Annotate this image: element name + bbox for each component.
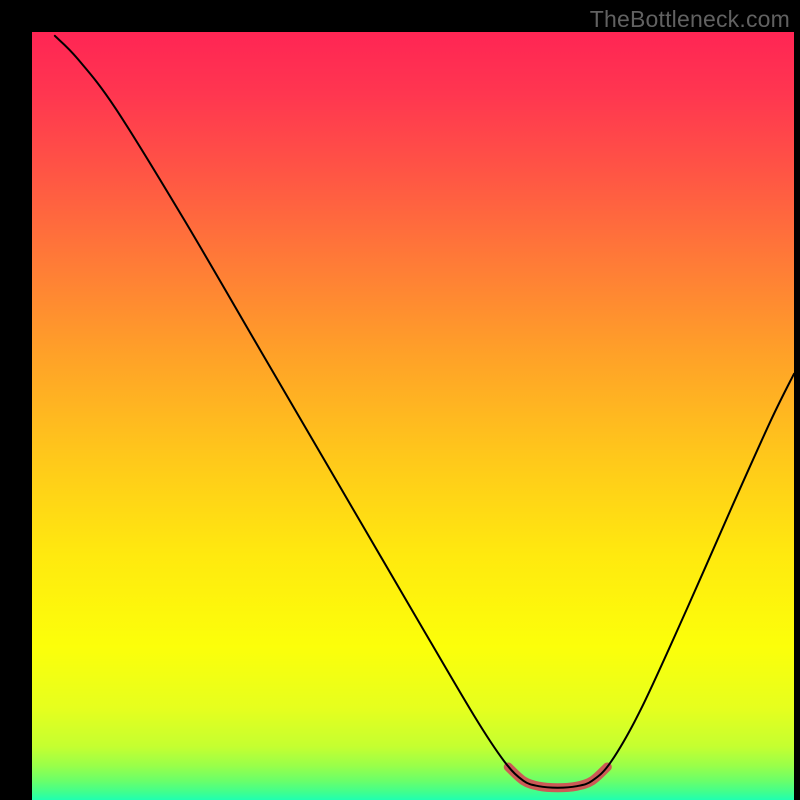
- chart-plot-area: [32, 32, 794, 800]
- bottleneck-curve-chart: [32, 32, 794, 800]
- watermark-text: TheBottleneck.com: [590, 6, 790, 33]
- gradient-background: [32, 32, 794, 800]
